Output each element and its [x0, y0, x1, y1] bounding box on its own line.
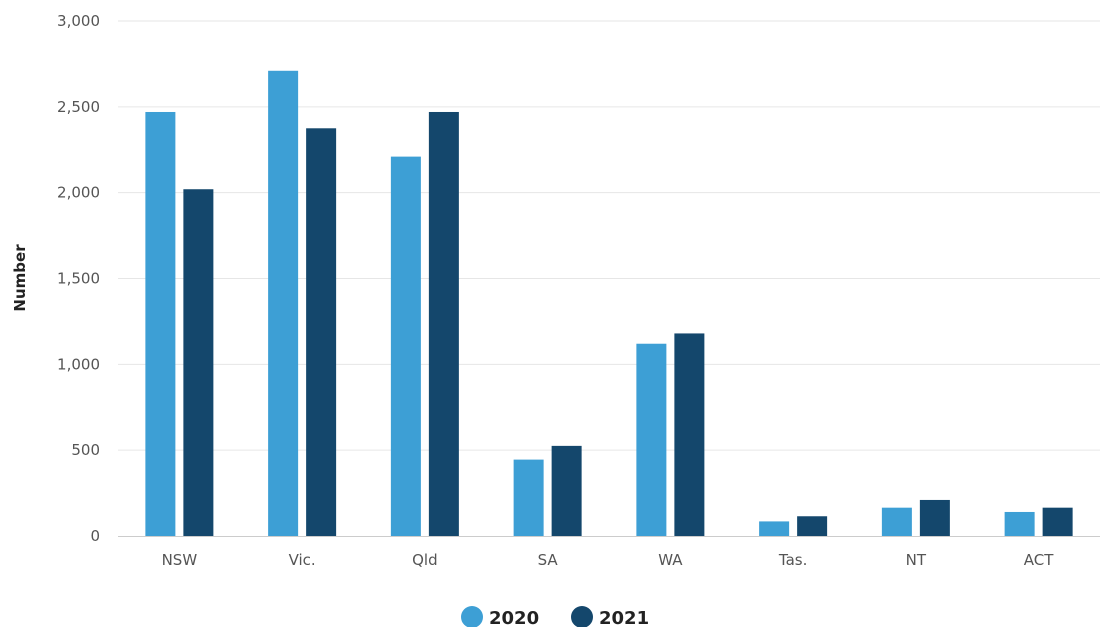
bar-2021-nsw [183, 189, 214, 536]
x-tick-label: Tas. [778, 551, 807, 569]
bar-2020-qld [390, 156, 421, 536]
bar-2020-vic [268, 70, 299, 537]
x-axis-tick-labels: NSW Vic. Qld SA WA Tas. NT ACT [162, 551, 1055, 569]
x-tick-label: WA [658, 551, 683, 569]
x-tick-label: NSW [162, 551, 198, 569]
bar-2021-tas [797, 516, 828, 536]
legend-marker-2021 [571, 606, 593, 627]
y-tick-label: 1,500 [57, 270, 100, 288]
x-tick-label: Vic. [289, 551, 316, 569]
bar-2021-qld [428, 111, 459, 536]
legend-marker-2020 [461, 606, 483, 627]
bar-2020-tas [759, 521, 790, 536]
bar-2021-nt [919, 499, 950, 536]
y-tick-label: 0 [90, 527, 100, 545]
bar-2020-nsw [145, 111, 176, 536]
x-tick-label: NT [906, 551, 927, 569]
bar-2021-sa [551, 445, 582, 536]
y-tick-label: 2,500 [57, 98, 100, 116]
gridlines [118, 20, 1100, 451]
x-tick-label: ACT [1024, 551, 1054, 569]
x-tick-label: Qld [412, 551, 438, 569]
y-axis-title: Number [11, 244, 29, 312]
legend-label-2020: 2020 [489, 608, 539, 627]
y-tick-label: 1,000 [57, 355, 100, 373]
bar-2020-act [1004, 511, 1035, 536]
y-tick-label: 3,000 [57, 12, 100, 30]
x-tick-label: SA [538, 551, 559, 569]
bars [145, 70, 1073, 537]
y-axis-tick-labels: 0 500 1,000 1,500 2,000 2,500 3,000 [57, 12, 100, 545]
bar-2020-sa [513, 459, 544, 536]
legend: 2020 2021 [461, 606, 649, 627]
y-tick-label: 500 [71, 441, 100, 459]
bar-2020-nt [881, 507, 912, 536]
y-tick-label: 2,000 [57, 184, 100, 202]
bar-2021-vic [306, 128, 337, 536]
bar-2021-act [1042, 507, 1073, 536]
legend-label-2021: 2021 [599, 608, 649, 627]
bar-2020-wa [636, 343, 667, 536]
bar-2021-wa [674, 333, 705, 536]
